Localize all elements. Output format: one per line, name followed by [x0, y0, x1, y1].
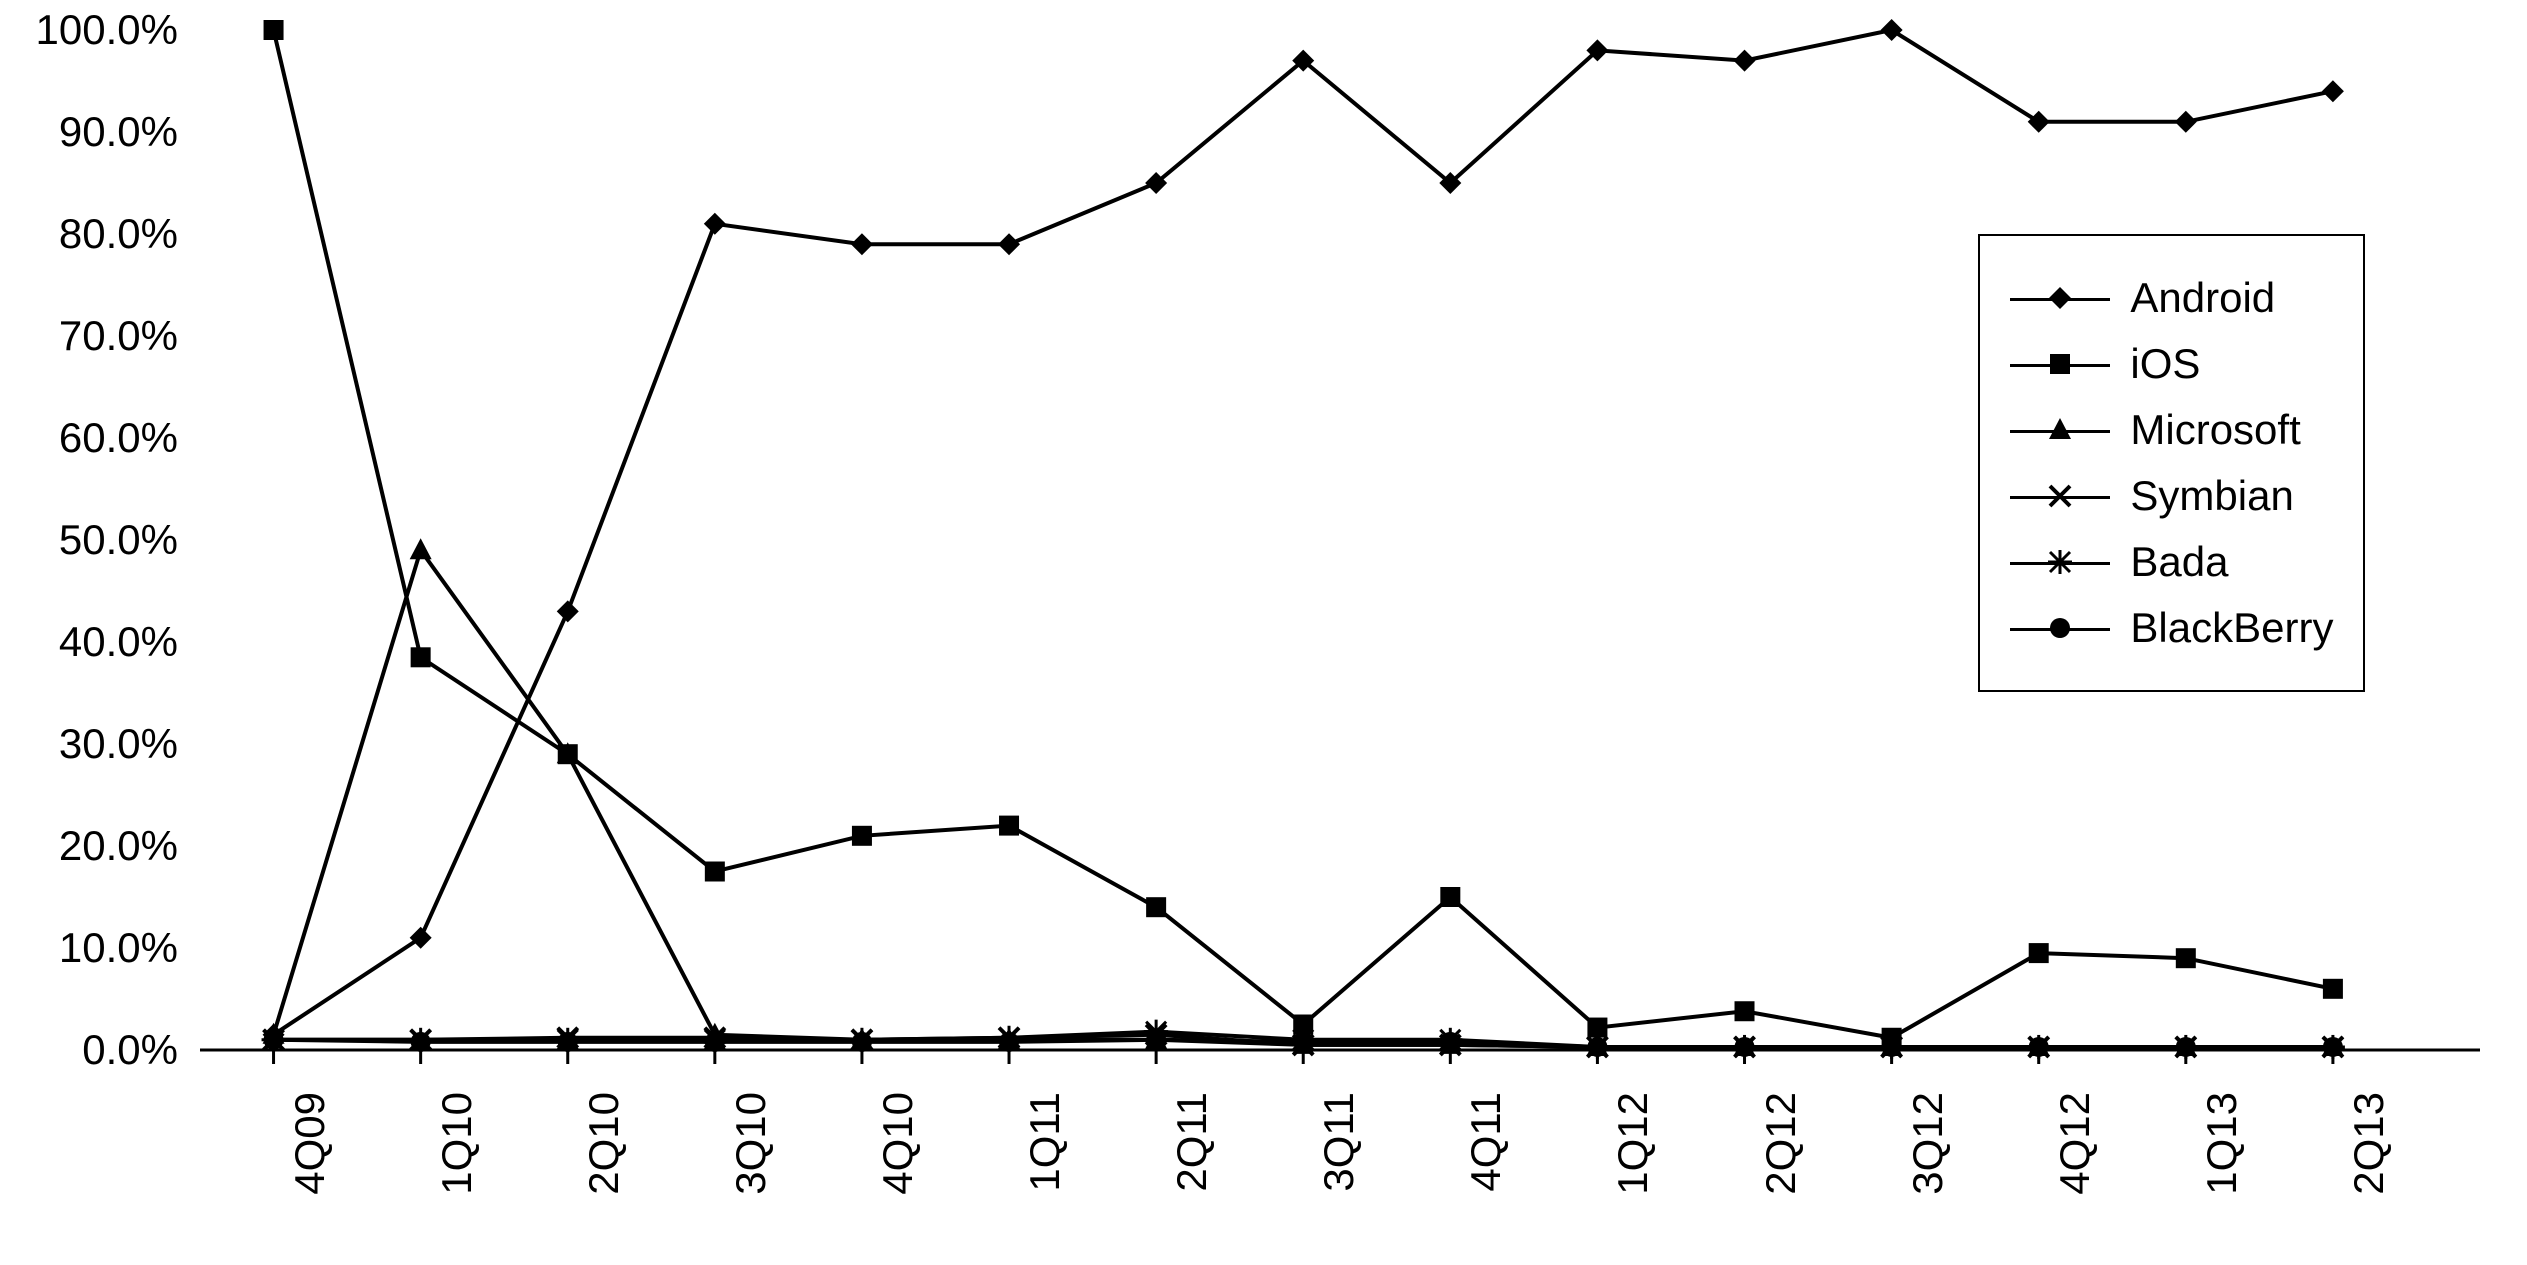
triangle-marker-icon — [2010, 415, 2110, 445]
legend-label: Android — [2130, 274, 2275, 322]
x-tick-label: 4Q11 — [1462, 1092, 1510, 1192]
y-tick-label: 80.0% — [59, 210, 178, 258]
x-tick-label: 2Q10 — [580, 1092, 628, 1195]
x-marker-icon — [2010, 481, 2110, 511]
y-tick-label: 10.0% — [59, 924, 178, 972]
x-tick-label: 2Q13 — [2345, 1092, 2393, 1195]
x-tick-label: 3Q11 — [1315, 1092, 1363, 1192]
diamond-marker-icon — [2010, 283, 2110, 313]
line-chart: 0.0% 10.0% 20.0% 30.0% 40.0% 50.0% 60.0% 70.0% 8… — [20, 20, 2507, 1245]
legend-item: Android — [2010, 274, 2333, 322]
y-tick-label: 50.0% — [59, 516, 178, 564]
x-tick-label: 4Q12 — [2051, 1092, 2099, 1195]
y-tick-label: 20.0% — [59, 822, 178, 870]
y-tick-label: 30.0% — [59, 720, 178, 768]
y-tick-label: 0.0% — [82, 1026, 178, 1074]
legend-label: iOS — [2130, 340, 2200, 388]
x-tick-label: 1Q12 — [1609, 1092, 1657, 1195]
y-axis: 0.0%10.0%20.0%30.0%40.0%50.0%60.0%70.0%8… — [20, 30, 190, 1050]
y-tick-label: 100.0% — [36, 6, 178, 54]
y-tick-label: 90.0% — [59, 108, 178, 156]
legend-label: Microsoft — [2130, 406, 2300, 454]
x-tick-label: 1Q13 — [2198, 1092, 2246, 1195]
y-tick-label: 60.0% — [59, 414, 178, 462]
legend-item: Bada — [2010, 538, 2333, 586]
legend-label: Bada — [2130, 538, 2228, 586]
x-tick-label: 1Q10 — [433, 1092, 481, 1195]
x-tick-label: 3Q10 — [727, 1092, 775, 1195]
y-tick-label: 40.0% — [59, 618, 178, 666]
legend-item: Symbian — [2010, 472, 2333, 520]
legend-label: Symbian — [2130, 472, 2293, 520]
x-axis: 4Q09 1Q10 2Q10 3Q10 4Q10 1Q11 2Q11 3Q11 4Q11 1Q12… — [200, 1070, 2480, 1250]
legend-item: BlackBerry — [2010, 604, 2333, 652]
legend-item: iOS — [2010, 340, 2333, 388]
x-tick-label: 4Q09 — [286, 1092, 334, 1195]
x-tick-label: 1Q11 — [1021, 1092, 1069, 1192]
asterisk-marker-icon — [2010, 547, 2110, 577]
x-tick-label: 2Q11 — [1168, 1092, 1216, 1192]
y-tick-label: 70.0% — [59, 312, 178, 360]
legend-item: Microsoft — [2010, 406, 2333, 454]
square-marker-icon — [2010, 349, 2110, 379]
legend: Android iOS Microsoft Symbian Bada BlackBerry — [1978, 234, 2365, 692]
x-tick-label: 4Q10 — [874, 1092, 922, 1195]
circle-marker-icon — [2010, 613, 2110, 643]
x-tick-label: 3Q12 — [1904, 1092, 1952, 1195]
legend-label: BlackBerry — [2130, 604, 2333, 652]
x-tick-label: 2Q12 — [1757, 1092, 1805, 1195]
